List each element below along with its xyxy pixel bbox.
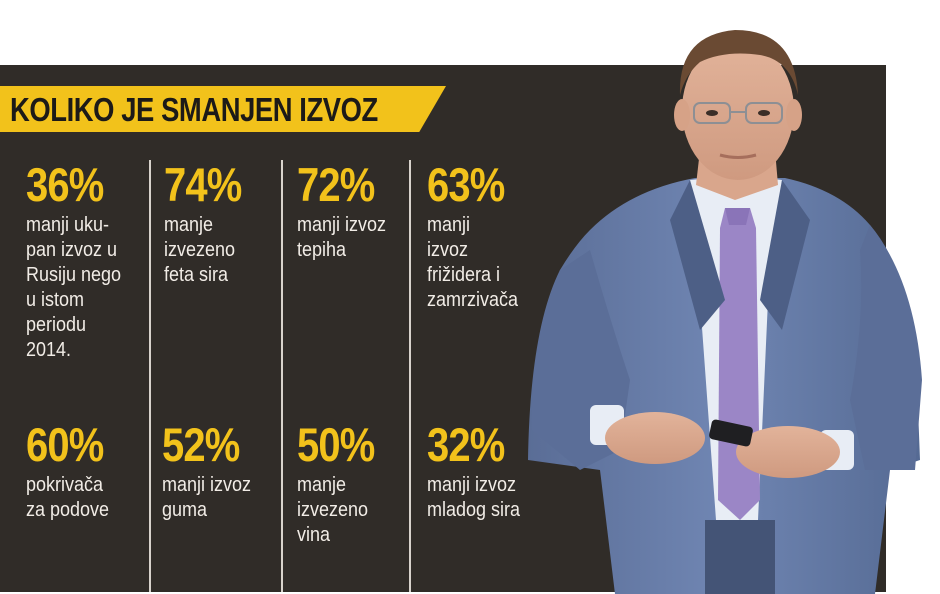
stat-percent: 32% [427, 418, 505, 471]
stat-description: manji uku-pan izvoz u Rusiju nego u istom p… [26, 214, 122, 361]
stat-percent: 52% [162, 418, 240, 471]
stat-description: manje izvezeno feta sira [164, 214, 236, 286]
stat-description: manji izvoz guma [162, 474, 252, 521]
title-banner [0, 86, 446, 132]
stat-percent: 50% [297, 418, 375, 471]
stat-percent: 63% [427, 158, 505, 211]
column-divider [149, 160, 151, 592]
stat-description: manji izvoz mladog sira [427, 474, 521, 521]
stat-item: 32% manji izvoz mladog sira [427, 420, 557, 523]
stat-item: 63% manji izvoz frižidera i zamrzivača [427, 160, 557, 313]
infographic-title: KOLIKO JE SMANJEN IZVOZ [10, 91, 378, 128]
stat-item: 52% manji izvoz guma [162, 420, 292, 523]
stat-percent: 72% [297, 158, 375, 211]
stat-description: manji izvoz frižidera i zamrzivača [427, 214, 519, 311]
column-divider [281, 160, 283, 592]
stat-description: pokrivača za podove [26, 474, 110, 521]
man-in-suit-photo [528, 30, 922, 594]
stat-item: 72% manji izvoz tepiha [297, 160, 427, 263]
stat-item: 74% manje izvezeno feta sira [164, 160, 294, 288]
column-divider [409, 160, 411, 592]
stat-description: manje izvezeno vina [297, 474, 369, 546]
stat-percent: 60% [26, 418, 104, 471]
stat-description: manji izvoz tepiha [297, 214, 387, 261]
stat-percent: 36% [26, 158, 104, 211]
stat-percent: 74% [164, 158, 242, 211]
stat-item: 60% pokrivača za podove [26, 420, 156, 523]
stat-item: 50% manje izvezeno vina [297, 420, 427, 548]
stat-item: 36% manji uku-pan izvoz u Rusiju nego u is… [26, 160, 156, 363]
